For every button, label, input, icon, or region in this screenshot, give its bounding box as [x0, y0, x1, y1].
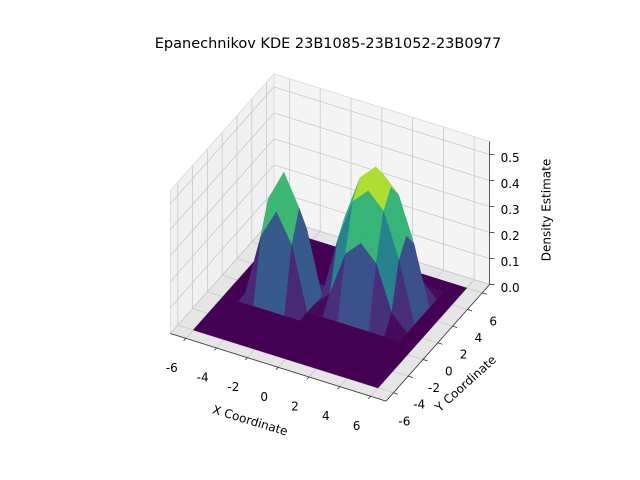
x-tick-label: 4 [322, 409, 330, 423]
tick-mark [422, 359, 428, 362]
grid-line [170, 86, 275, 204]
tick-mark [275, 367, 279, 371]
y-tick-label: 6 [489, 314, 497, 328]
y-tick-label: 2 [460, 348, 468, 362]
grid-line [170, 138, 275, 256]
tick-mark [244, 357, 248, 361]
x-tick-label: -6 [166, 361, 178, 375]
tick-mark [214, 347, 217, 351]
x-tick-label: 0 [260, 390, 268, 404]
y-tick-label: -6 [398, 414, 410, 428]
y-axis-label: Y Coordinate [432, 353, 499, 416]
grid-line [273, 112, 490, 181]
z-tick-label: 0.5 [501, 151, 520, 165]
tick-mark [482, 292, 487, 295]
z-axis-label: Density Estimate [540, 159, 554, 261]
tick-mark [467, 309, 473, 312]
chart-title: Epanechnikov KDE 23B1085-23B1052-23B0977 [155, 36, 502, 52]
tick-mark [337, 386, 341, 390]
grid-line [170, 190, 275, 308]
tick-mark [183, 338, 187, 342]
z-tick-label: 0.1 [501, 255, 520, 269]
x-axis-line [170, 333, 387, 402]
y-tick-label: 4 [475, 331, 483, 345]
tick-mark [306, 376, 310, 380]
surface-patch [362, 374, 386, 389]
grid-line [273, 86, 490, 155]
y-tick-label: 0 [445, 364, 453, 378]
grid-line [170, 112, 275, 230]
tick-mark [452, 325, 458, 328]
x-axis-label: X Coordinate [211, 402, 290, 438]
x-tick-label: -2 [227, 380, 239, 394]
grid-line [170, 164, 275, 282]
z-tick-label: 0.2 [501, 229, 520, 243]
x-tick-label: 2 [291, 399, 299, 413]
z-tick-label: 0.4 [501, 177, 520, 191]
tick-mark [437, 342, 443, 345]
grid-line [170, 216, 275, 334]
y-tick-label: -2 [428, 381, 440, 395]
tick-mark [393, 392, 399, 395]
x-tick-label: -4 [197, 370, 209, 384]
z-tick-label: 0.3 [501, 203, 520, 217]
x-tick-label: 6 [353, 419, 361, 433]
tick-mark [408, 375, 413, 378]
y-tick-label: -4 [413, 398, 425, 412]
tick-mark [368, 396, 371, 400]
z-tick-label: 0.0 [501, 281, 520, 295]
y-axis-line [385, 284, 490, 402]
